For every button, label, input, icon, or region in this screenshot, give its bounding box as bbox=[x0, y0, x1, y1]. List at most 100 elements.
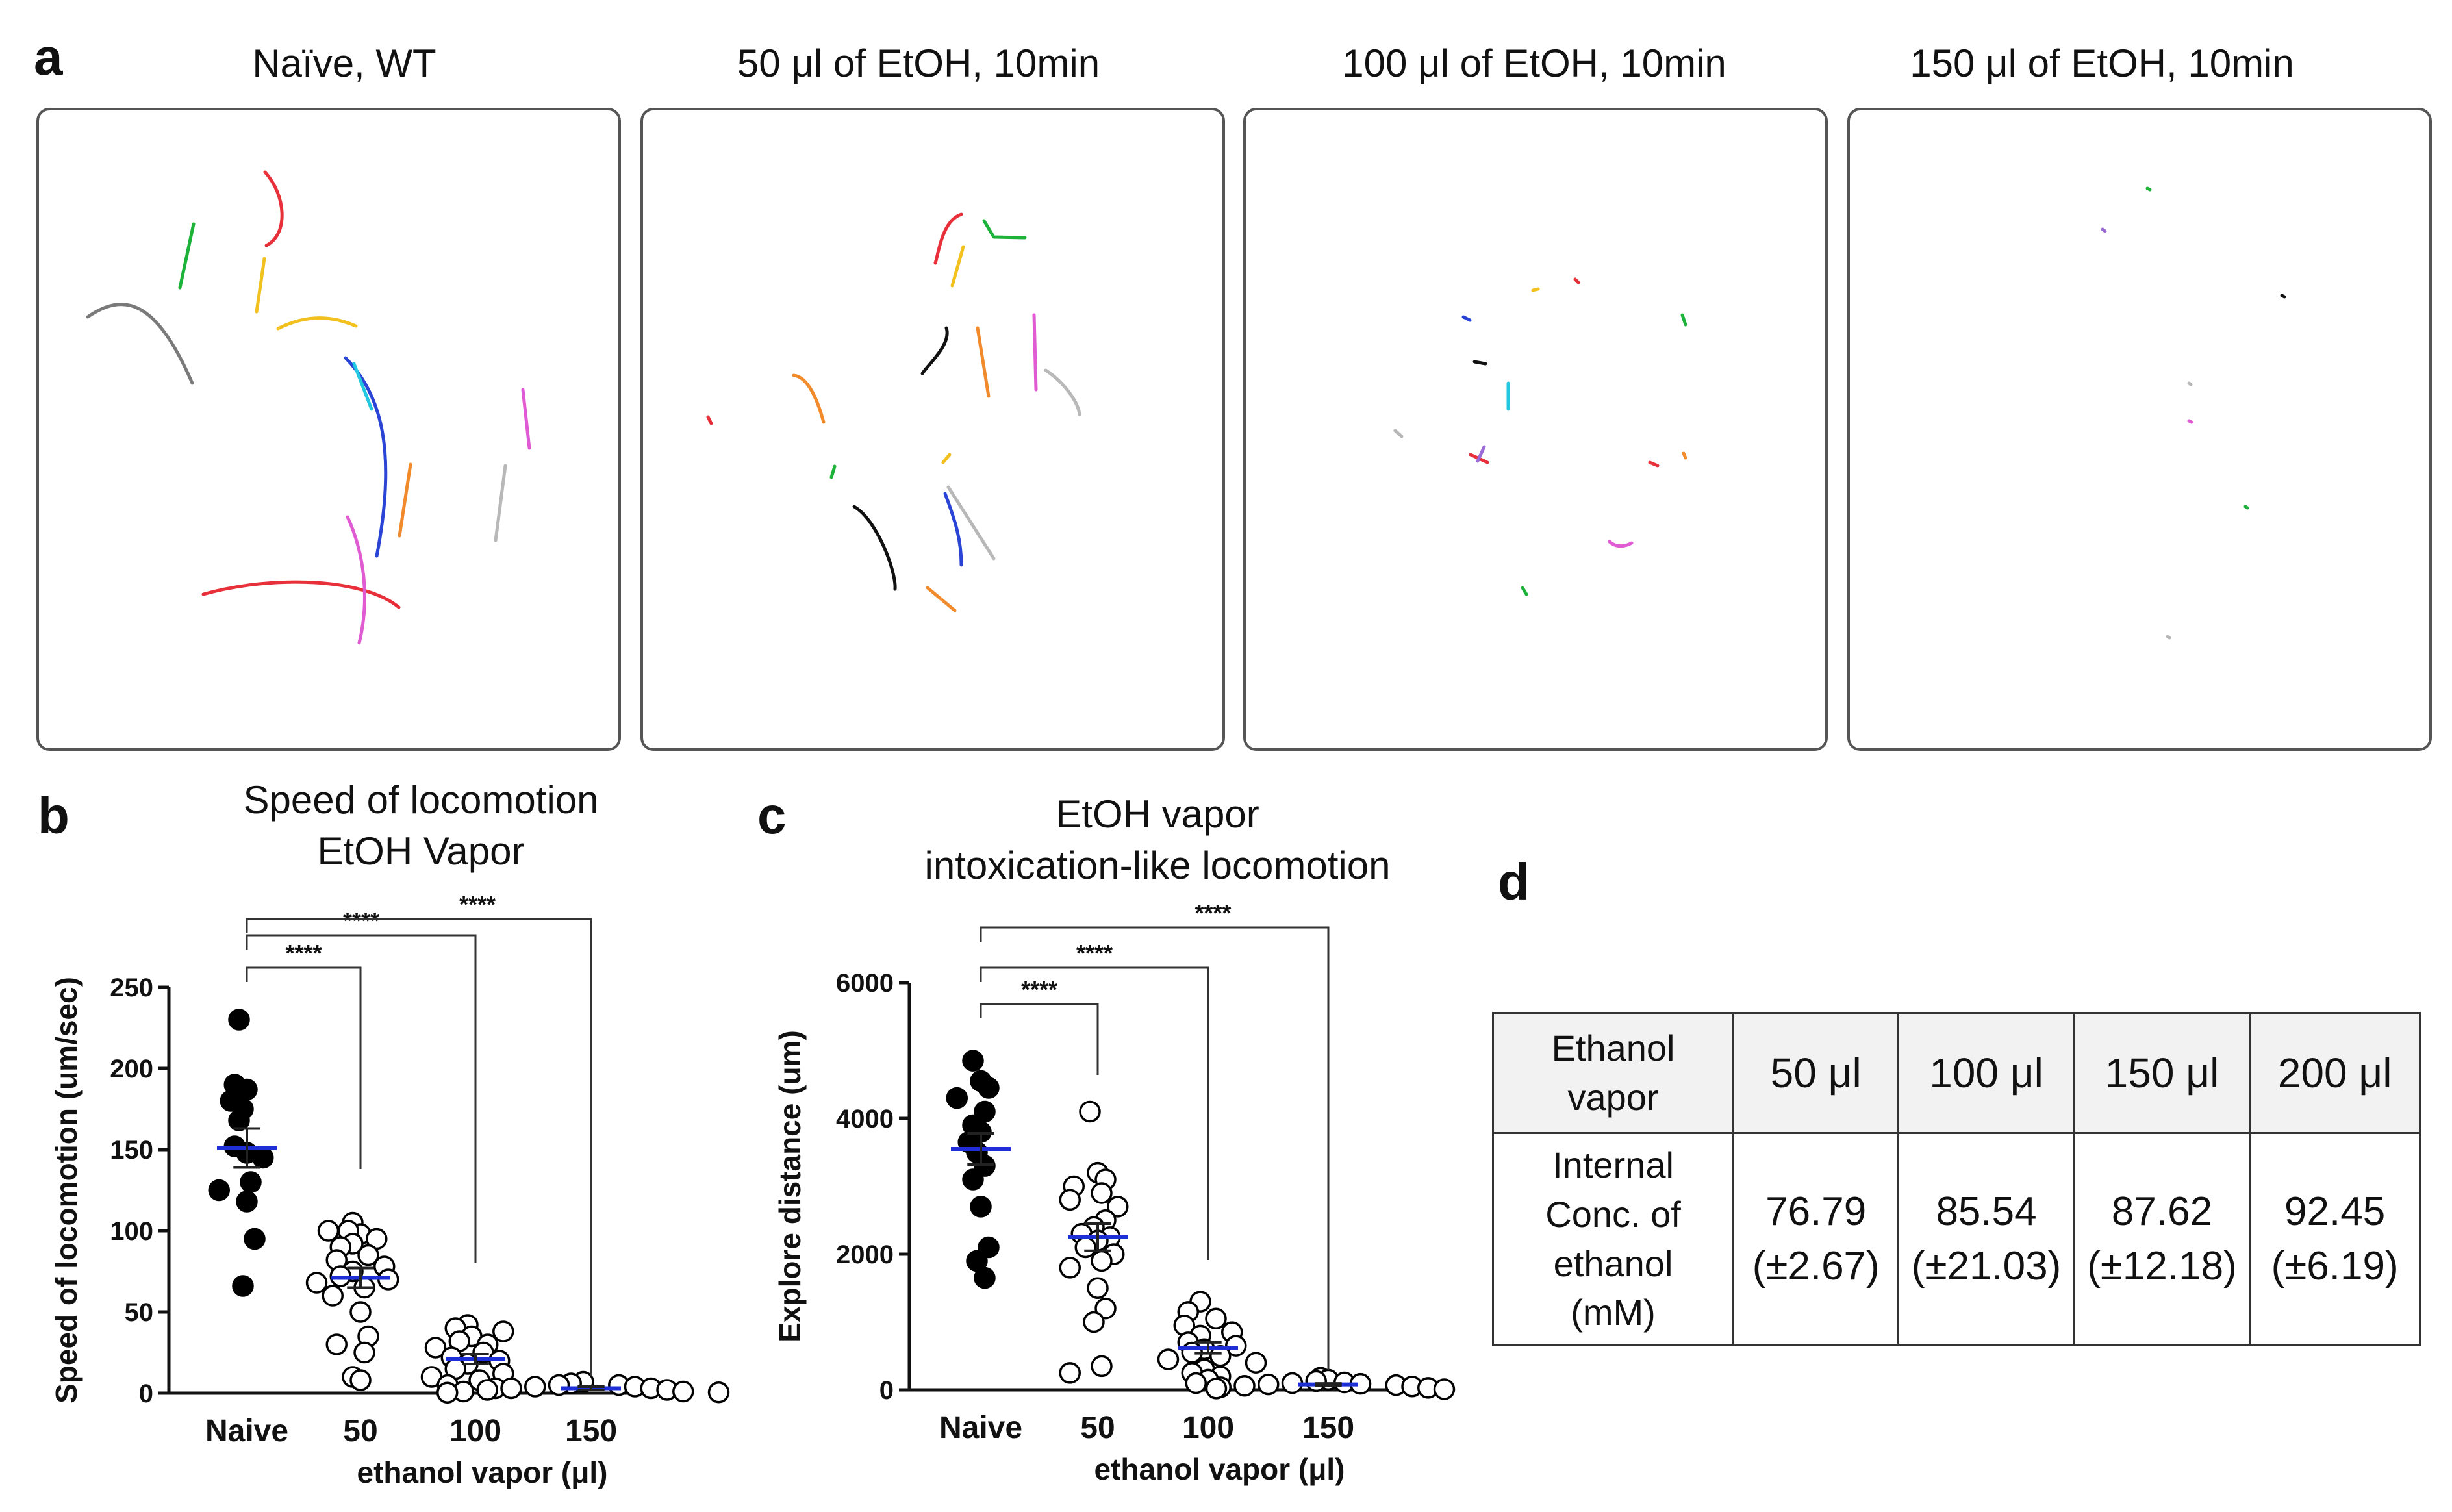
data-point bbox=[1433, 1378, 1456, 1400]
data-point bbox=[305, 1272, 328, 1294]
locomotion-track bbox=[178, 222, 196, 290]
locomotion-track bbox=[398, 462, 412, 538]
data-point bbox=[978, 1236, 1000, 1259]
data-point bbox=[1185, 1372, 1207, 1394]
locomotion-track bbox=[1476, 445, 1486, 463]
table-header-cell: 100 μl bbox=[1897, 1012, 2075, 1134]
data-point bbox=[1079, 1100, 1101, 1123]
table-cell-value: 76.79 bbox=[1765, 1189, 1867, 1234]
locomotion-track bbox=[2145, 186, 2152, 192]
y-tick-label: 200 bbox=[110, 1055, 153, 1083]
track-frame-50 bbox=[640, 108, 1225, 751]
locomotion-track bbox=[1573, 277, 1580, 284]
chart-b: 0 50 100 150 200 250 Speed of locomotion (um/s… bbox=[49, 891, 730, 1489]
data-point bbox=[349, 1369, 372, 1391]
y-tick-label: 4000 bbox=[836, 1105, 894, 1133]
ethanol-concentration-table: Ethanol vapor 50 μl 100 μl 150 μl 200 μl… bbox=[1491, 1012, 2421, 1346]
table-header-cell: 200 μl bbox=[2249, 1012, 2421, 1134]
data-point bbox=[1094, 1297, 1117, 1320]
significance-bracket bbox=[246, 966, 362, 1169]
significance-bracket bbox=[980, 1003, 1099, 1075]
locomotion-track bbox=[521, 388, 531, 450]
x-tick-label: 50 bbox=[1080, 1411, 1115, 1445]
x-tick-label: 100 bbox=[449, 1414, 501, 1448]
locomotion-track bbox=[2166, 635, 2171, 640]
data-point bbox=[1083, 1311, 1105, 1333]
data-point bbox=[1258, 1373, 1280, 1396]
chart-c: 0 2000 4000 6000 Explore distance (um) Naive 5… bbox=[773, 900, 1456, 1486]
data-point bbox=[252, 1146, 274, 1169]
data-point bbox=[974, 1100, 996, 1123]
data-point bbox=[1157, 1348, 1180, 1370]
locomotion-track bbox=[201, 580, 401, 609]
data-point bbox=[228, 1009, 250, 1031]
data-point bbox=[1091, 1250, 1113, 1272]
table-cell-value: 85.54 bbox=[1936, 1189, 2037, 1234]
chart-c-title: EtOH vapor intoxication-like locomotion bbox=[924, 788, 1390, 891]
data-point bbox=[236, 1191, 258, 1213]
y-tick-label: 150 bbox=[110, 1136, 153, 1165]
locomotion-track bbox=[1044, 368, 1081, 416]
data-point bbox=[946, 1087, 968, 1109]
panel-label-d: d bbox=[1498, 853, 1530, 911]
x-axis-label: ethanol vapor (μl) bbox=[1094, 1452, 1345, 1486]
locomotion-track bbox=[263, 170, 284, 247]
table-header-cell: Ethanol vapor bbox=[1491, 1012, 1735, 1134]
y-tick-label: 50 bbox=[125, 1298, 154, 1327]
locomotion-track bbox=[346, 515, 366, 645]
table-cell: 87.62 (±12.18) bbox=[2073, 1132, 2251, 1346]
locomotion-track bbox=[2187, 381, 2193, 386]
table-cell: 85.54 (±21.03) bbox=[1897, 1132, 2075, 1346]
locomotion-track bbox=[1682, 451, 1687, 460]
chart-c-title-line1: EtOH vapor bbox=[1055, 792, 1259, 836]
locomotion-track bbox=[933, 212, 963, 265]
table-cell-value: 87.62 bbox=[2111, 1189, 2213, 1234]
chart-b-title-line1: Speed of locomotion bbox=[243, 778, 599, 822]
table-cell-sem: (±6.19) bbox=[2271, 1243, 2399, 1289]
locomotion-track bbox=[946, 485, 996, 561]
locomotion-track bbox=[1531, 287, 1540, 292]
data-point bbox=[1091, 1182, 1113, 1204]
track-frame-100 bbox=[1243, 108, 1828, 751]
data-point bbox=[1059, 1257, 1081, 1279]
x-tick-label: 100 bbox=[1182, 1411, 1234, 1445]
locomotion-track bbox=[2243, 505, 2249, 510]
y-tick-label: 100 bbox=[110, 1217, 153, 1246]
locomotion-track bbox=[950, 245, 965, 288]
data-point bbox=[524, 1376, 546, 1398]
locomotion-track bbox=[86, 303, 194, 385]
data-point bbox=[492, 1320, 514, 1342]
locomotion-track bbox=[982, 219, 1027, 240]
table-cell-sem: (±2.67) bbox=[1752, 1243, 1880, 1289]
table-cell-value: 92.45 bbox=[2284, 1189, 2386, 1234]
significance-label: **** bbox=[1021, 976, 1057, 1003]
locomotion-track bbox=[1461, 315, 1472, 322]
data-point bbox=[1245, 1352, 1267, 1374]
data-point bbox=[1233, 1374, 1256, 1397]
track-frame-naive bbox=[36, 108, 621, 751]
data-point bbox=[1225, 1335, 1247, 1357]
significance-label: **** bbox=[343, 907, 379, 934]
locomotion-track bbox=[276, 316, 358, 331]
locomotion-track bbox=[1472, 360, 1487, 366]
locomotion-track bbox=[1521, 586, 1528, 596]
locomotion-track bbox=[926, 586, 957, 612]
significance-bracket bbox=[980, 966, 1209, 1260]
panel-label-a: a bbox=[34, 28, 63, 86]
data-point bbox=[353, 1341, 375, 1364]
locomotion-track bbox=[494, 464, 507, 542]
table-cell: 92.45 (±6.19) bbox=[2249, 1132, 2421, 1346]
data-point bbox=[672, 1380, 694, 1403]
data-point bbox=[548, 1374, 570, 1396]
track-title-naive: Naïve, WT bbox=[252, 42, 436, 85]
locomotion-track bbox=[976, 326, 991, 398]
track-title-50: 50 μl of EtOH, 10min bbox=[737, 42, 1100, 85]
significance-bracket bbox=[246, 934, 477, 1263]
data-point bbox=[424, 1337, 447, 1359]
data-point bbox=[220, 1090, 242, 1112]
data-point bbox=[962, 1050, 984, 1072]
data-point bbox=[240, 1171, 262, 1193]
table-header-row: Ethanol vapor 50 μl 100 μl 150 μl 200 μl bbox=[1491, 1012, 2421, 1134]
locomotion-track bbox=[943, 492, 963, 567]
y-tick-label: 0 bbox=[139, 1380, 153, 1408]
